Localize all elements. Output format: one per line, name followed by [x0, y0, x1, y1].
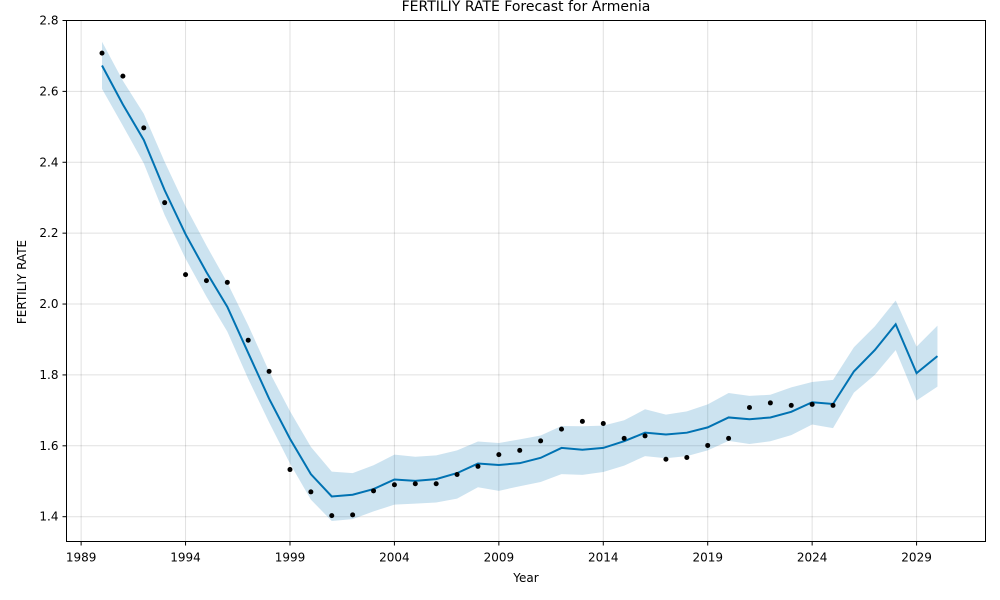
x-tick-label: 2019: [692, 551, 723, 565]
y-tick-label: 2.8: [39, 14, 58, 28]
x-tick-label: 1999: [275, 551, 306, 565]
observed-point: [99, 50, 105, 56]
x-tick-label: 2004: [379, 551, 410, 565]
y-tick-label: 1.4: [39, 510, 58, 524]
plot-frame: [66, 20, 986, 542]
observed-point: [538, 438, 544, 444]
observed-point: [329, 513, 335, 519]
y-axis-ticks: 1.4 1.6 1.8 2.0 2.2 2.4 2.6 2.8: [39, 14, 67, 524]
observed-point: [705, 442, 711, 448]
y-tick-label: 2.2: [39, 226, 58, 240]
observed-point: [684, 455, 690, 461]
y-tick-label: 1.8: [39, 368, 58, 382]
observed-point: [412, 481, 418, 487]
observed-point: [183, 272, 189, 278]
y-tick-label: 2.4: [39, 155, 58, 169]
observed-point: [600, 420, 606, 426]
observed-point: [663, 456, 669, 462]
observed-point: [726, 435, 732, 441]
observed-point: [245, 337, 251, 343]
observed-point: [809, 401, 815, 407]
observed-point: [517, 447, 523, 453]
observed-point: [454, 472, 460, 478]
observed-point: [350, 512, 356, 518]
observed-points: [99, 50, 836, 519]
x-axis-label: Year: [512, 571, 538, 585]
observed-point: [120, 73, 126, 79]
x-tick-label: 2024: [797, 551, 828, 565]
observed-point: [203, 278, 209, 284]
observed-point: [621, 435, 627, 441]
observed-point: [559, 426, 565, 432]
observed-point: [141, 125, 147, 131]
observed-point: [287, 467, 293, 473]
observed-point: [767, 400, 773, 406]
y-axis-label: FERTILIY RATE: [15, 240, 29, 324]
observed-point: [266, 368, 272, 374]
forecast-series-line: [101, 65, 939, 498]
observed-point: [788, 402, 794, 408]
observed-point: [746, 405, 752, 411]
chart-title: FERTILIY RATE Forecast for Armenia: [402, 0, 651, 15]
observed-point: [579, 418, 585, 424]
observed-point: [433, 481, 439, 487]
observed-point: [642, 433, 648, 439]
observed-point: [475, 463, 481, 469]
observed-point: [496, 452, 502, 458]
x-tick-label: 2009: [484, 551, 515, 565]
uncertainty-band: [102, 41, 938, 521]
x-tick-label: 1994: [170, 551, 201, 565]
observed-point: [162, 200, 168, 206]
uncertainty-interval: [102, 41, 938, 521]
observed-point: [391, 482, 397, 488]
observed-point: [224, 279, 230, 285]
forecast-line: [101, 65, 939, 498]
y-tick-label: 2.6: [39, 84, 58, 98]
y-tick-label: 2.0: [39, 297, 58, 311]
x-tick-label: 2014: [588, 551, 619, 565]
y-tick-label: 1.6: [39, 439, 58, 453]
x-tick-label: 1989: [66, 551, 97, 565]
observed-point: [308, 489, 314, 495]
x-tick-label: 2029: [901, 551, 932, 565]
observed-point: [830, 402, 836, 408]
observed-point: [371, 488, 377, 494]
x-axis-ticks: 1989 1994 1999 2004 2009 2014 2019 2024 2029: [66, 541, 932, 565]
